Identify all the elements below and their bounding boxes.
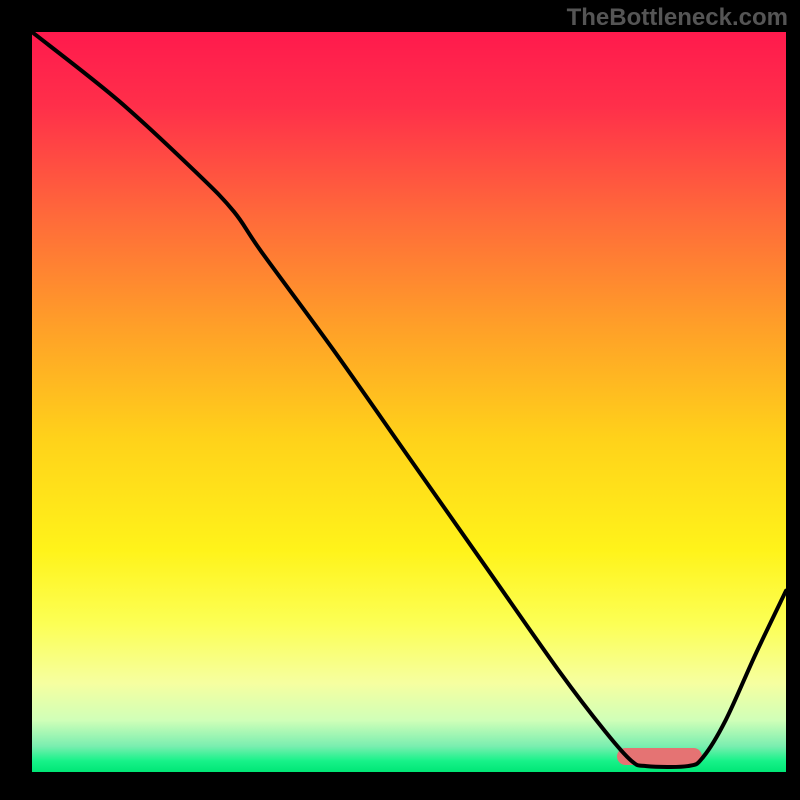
canvas: TheBottleneck.com [0, 0, 800, 800]
curve [32, 32, 786, 772]
plot-area [32, 32, 786, 772]
watermark-text: TheBottleneck.com [567, 4, 788, 32]
